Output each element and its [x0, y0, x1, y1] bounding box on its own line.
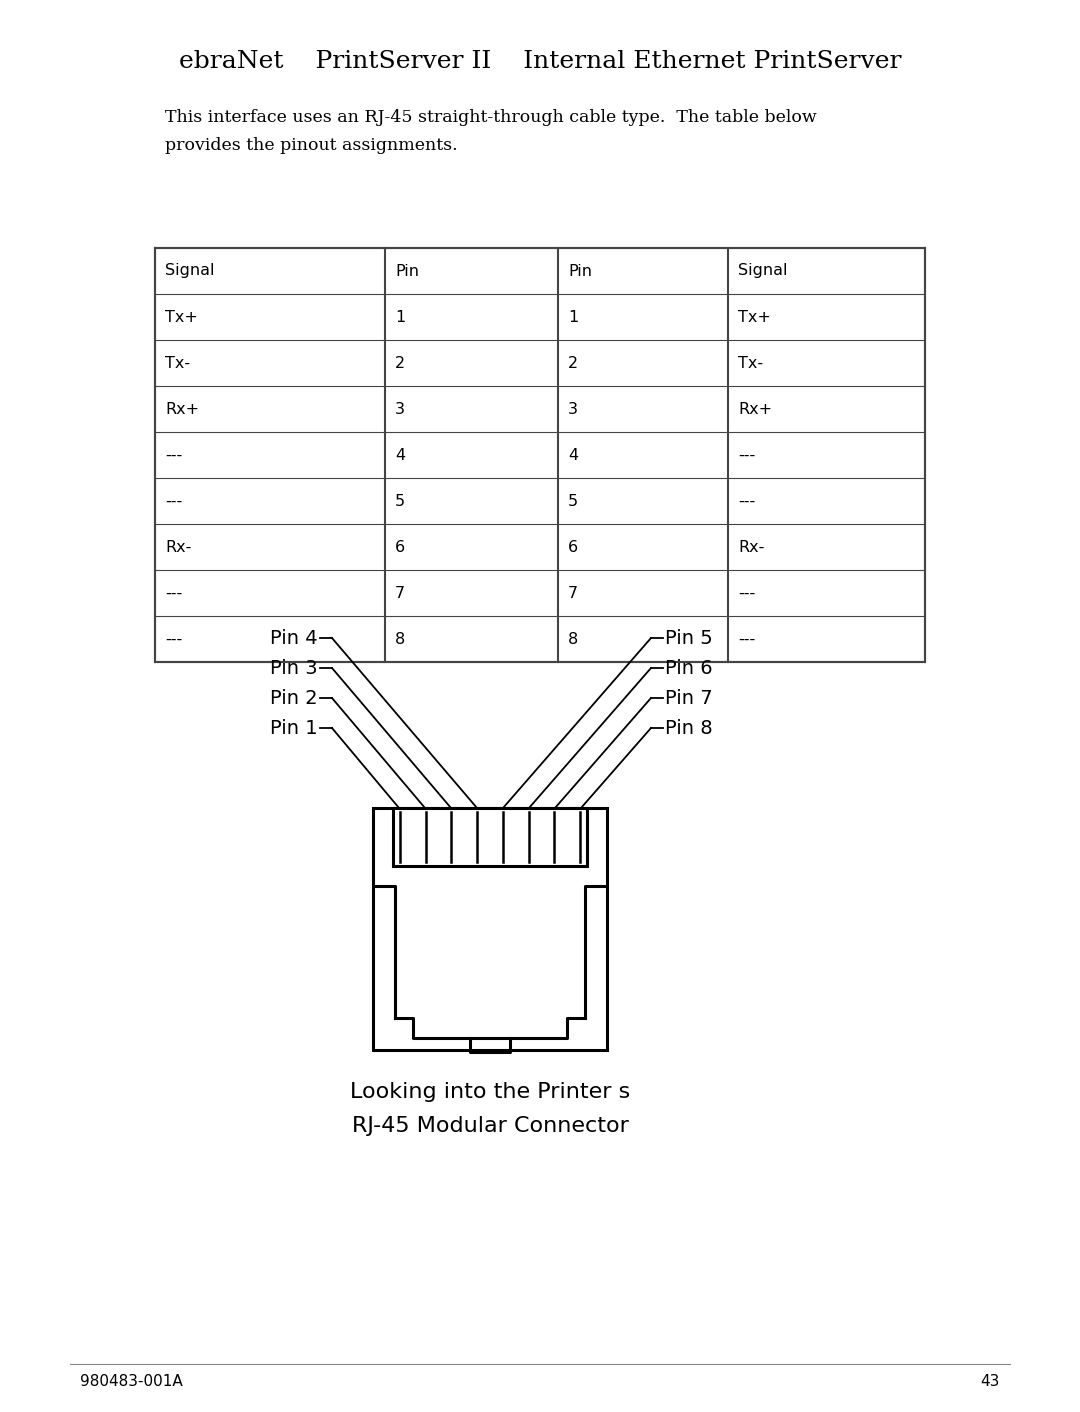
Text: Rx-: Rx-: [165, 539, 191, 555]
Text: Signal: Signal: [738, 264, 787, 278]
Text: Pin 7: Pin 7: [665, 689, 713, 707]
Text: ---: ---: [165, 586, 183, 600]
Text: 8: 8: [568, 631, 578, 647]
Text: Rx-: Rx-: [738, 539, 765, 555]
Bar: [373, 808, 607, 1051]
Bar: [393, 808, 588, 866]
Text: Pin 2: Pin 2: [270, 689, 318, 707]
Text: Tx+: Tx+: [738, 309, 771, 325]
Text: ---: ---: [738, 494, 755, 508]
Text: ---: ---: [738, 448, 755, 463]
Text: 5: 5: [395, 494, 405, 508]
Text: Tx-: Tx-: [738, 356, 764, 370]
Text: provides the pinout assignments.: provides the pinout assignments.: [165, 137, 458, 154]
Text: RJ-45 Modular Connector: RJ-45 Modular Connector: [352, 1115, 629, 1137]
Text: ---: ---: [165, 448, 183, 463]
Text: Pin 3: Pin 3: [270, 658, 318, 678]
Text: Signal: Signal: [165, 264, 215, 278]
Text: 2: 2: [395, 356, 405, 370]
Text: Tx-: Tx-: [165, 356, 190, 370]
Text: 4: 4: [568, 448, 578, 463]
Text: ---: ---: [738, 586, 755, 600]
Text: 8: 8: [395, 631, 405, 647]
Text: 6: 6: [568, 539, 578, 555]
Text: Pin 6: Pin 6: [665, 658, 713, 678]
Text: 1: 1: [568, 309, 578, 325]
Text: 980483-001A: 980483-001A: [80, 1374, 183, 1389]
Text: 2: 2: [568, 356, 578, 370]
Text: 1: 1: [395, 309, 405, 325]
Text: Rx+: Rx+: [738, 401, 772, 417]
Text: 4: 4: [395, 448, 405, 463]
Text: ---: ---: [165, 631, 183, 647]
Text: ebraNet    PrintServer II    Internal Ethernet PrintServer: ebraNet PrintServer II Internal Ethernet…: [179, 51, 901, 73]
Text: 7: 7: [568, 586, 578, 600]
Text: 43: 43: [981, 1374, 1000, 1389]
Text: 7: 7: [395, 586, 405, 600]
Text: ---: ---: [165, 494, 183, 508]
Text: Pin: Pin: [395, 264, 419, 278]
Text: 5: 5: [568, 494, 578, 508]
Text: 3: 3: [395, 401, 405, 417]
Text: 6: 6: [395, 539, 405, 555]
Text: 3: 3: [568, 401, 578, 417]
Text: Pin 8: Pin 8: [665, 719, 713, 737]
Text: ---: ---: [738, 631, 755, 647]
Bar: [156, 249, 924, 662]
Text: Pin 1: Pin 1: [270, 719, 318, 737]
Text: Looking into the Printer s: Looking into the Printer s: [350, 1082, 630, 1101]
Text: Pin 5: Pin 5: [665, 628, 713, 648]
Text: Tx+: Tx+: [165, 309, 198, 325]
Text: Rx+: Rx+: [165, 401, 199, 417]
Text: Pin: Pin: [568, 264, 592, 278]
Text: Pin 4: Pin 4: [270, 628, 318, 648]
Text: This interface uses an RJ-45 straight-through cable type.  The table below: This interface uses an RJ-45 straight-th…: [165, 110, 816, 127]
